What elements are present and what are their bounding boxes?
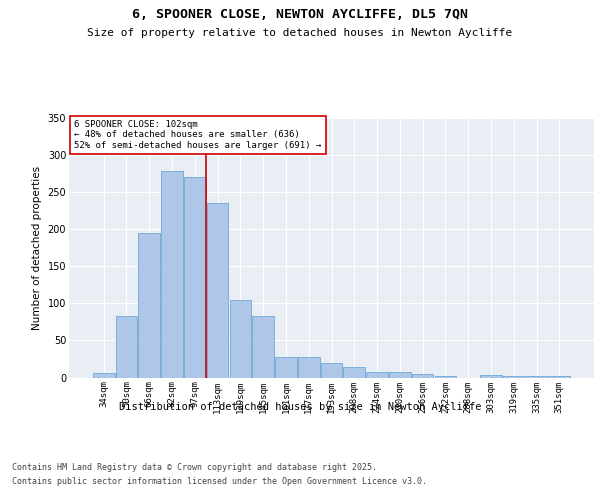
Bar (366, 372, 388, 378)
Text: 6, SPOONER CLOSE, NEWTON AYCLIFFE, DL5 7QN: 6, SPOONER CLOSE, NEWTON AYCLIFFE, DL5 7… (132, 8, 468, 20)
Bar (480, 376, 502, 378)
Bar (503, 376, 524, 378)
Text: Distribution of detached houses by size in Newton Aycliffe: Distribution of detached houses by size … (119, 402, 481, 412)
Bar (412, 374, 433, 378)
Bar (207, 203, 229, 378)
Bar (320, 364, 343, 378)
Bar (230, 300, 251, 378)
Bar (343, 367, 365, 378)
Text: Size of property relative to detached houses in Newton Aycliffe: Size of property relative to detached ho… (88, 28, 512, 38)
Bar (389, 372, 410, 378)
Bar (139, 232, 160, 378)
Bar (298, 358, 320, 378)
Bar (548, 376, 570, 378)
Bar (526, 376, 547, 378)
Text: 6 SPOONER CLOSE: 102sqm
← 48% of detached houses are smaller (636)
52% of semi-d: 6 SPOONER CLOSE: 102sqm ← 48% of detache… (74, 120, 322, 150)
Bar (434, 376, 456, 378)
Bar (161, 171, 183, 378)
Bar (184, 177, 206, 378)
Bar (275, 358, 297, 378)
Bar (93, 373, 115, 378)
Text: Contains HM Land Registry data © Crown copyright and database right 2025.: Contains HM Land Registry data © Crown c… (12, 462, 377, 471)
Y-axis label: Number of detached properties: Number of detached properties (32, 166, 42, 330)
Bar (253, 316, 274, 378)
Bar (116, 316, 137, 378)
Text: Contains public sector information licensed under the Open Government Licence v3: Contains public sector information licen… (12, 478, 427, 486)
